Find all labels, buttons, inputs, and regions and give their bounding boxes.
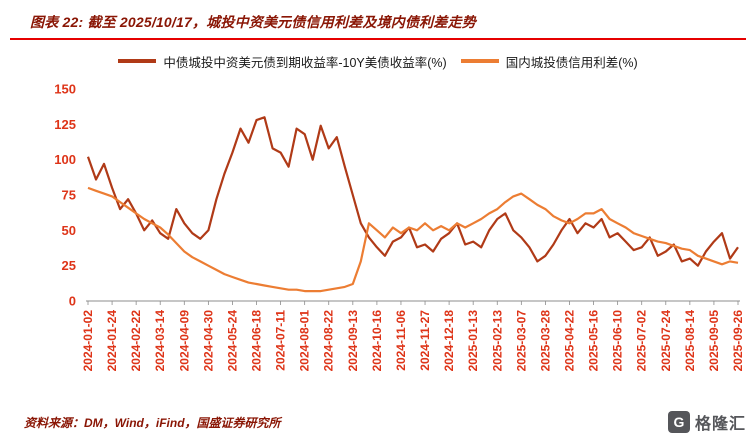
domestic-spread-label: 国内城投债信用利差(%)	[505, 55, 638, 70]
usd-spread-swatch	[118, 59, 157, 63]
x-tick-label: 2025-08-14	[683, 310, 697, 372]
y-tick-label: 125	[54, 117, 76, 132]
x-tick-label: 2025-07-02	[635, 310, 649, 372]
x-tick-label: 2025-04-22	[562, 310, 576, 372]
title-divider	[10, 38, 746, 40]
usd-spread-label: 中债城投中资美元债到期收益率-10Y美债收益率(%)	[163, 55, 447, 70]
y-tick-label: 0	[69, 294, 76, 309]
x-tick-label: 2024-12-18	[442, 310, 456, 372]
usd-bond-spread-line	[86, 116, 739, 267]
x-tick-label: 2024-05-24	[225, 310, 239, 372]
x-tick-label: 2025-06-10	[611, 310, 625, 372]
x-tick-label: 2024-03-14	[153, 310, 167, 372]
x-tick-label: 2024-04-09	[177, 310, 191, 372]
gelonghui-logo: G 格隆汇	[667, 410, 746, 434]
x-tick-label: 2025-09-26	[731, 310, 745, 372]
legend-item-domestic-spread: 国内城投债信用利差(%)	[460, 52, 638, 71]
y-axis-labels: 0 25 50 75 100 125 150	[54, 82, 76, 309]
legend: 中债城投中资美元债到期收益率-10Y美债收益率(%) 国内城投债信用利差(%)	[0, 52, 756, 70]
x-tick-label: 2025-07-24	[659, 310, 673, 372]
y-tick-label: 100	[54, 152, 76, 167]
domestic-spread-swatch	[460, 59, 499, 63]
gelonghui-logo-text: 格隆汇	[694, 416, 746, 433]
x-tick-label: 2025-09-05	[707, 310, 721, 372]
legend-item-usd-spread: 中债城投中资美元债到期收益率-10Y美债收益率(%)	[118, 52, 447, 71]
x-tick-label: 2025-01-13	[466, 310, 480, 372]
x-tick-label: 2024-10-16	[370, 310, 384, 372]
x-tick-label: 2024-11-27	[418, 310, 432, 371]
x-tick-label: 2024-08-22	[322, 310, 336, 372]
x-tick-label: 2024-08-01	[298, 310, 312, 372]
y-tick-label: 75	[62, 188, 76, 203]
page-title: 图表 22: 截至 2025/10/17，城投中资美元债信用利差及境内债利差走势	[30, 14, 476, 30]
x-axis-labels: 2024-01-02 2024-01-24 2024-02-22 2024-03-14…	[81, 310, 745, 372]
x-tick-label: 2025-03-07	[514, 310, 528, 372]
x-tick-label: 2024-01-24	[105, 310, 119, 372]
x-tick-label: 2024-01-02	[81, 310, 95, 372]
x-tick-label: 2024-09-13	[346, 310, 360, 372]
x-tick-label: 2024-04-30	[201, 310, 215, 372]
y-tick-label: 50	[62, 223, 76, 238]
gelonghui-logo-icon: G	[667, 411, 690, 433]
source-note: 资料来源：DM，Wind，iFind，国盛证券研究所	[24, 415, 281, 430]
domestic-spread-line	[87, 186, 739, 293]
y-tick-label: 150	[54, 82, 76, 97]
x-tick-label: 2025-03-28	[538, 310, 552, 372]
chart-header: 图表 22: 截至 2025/10/17，城投中资美元债信用利差及境内债利差走势	[0, 0, 756, 40]
x-tick-label: 2024-11-06	[394, 310, 408, 371]
x-axis-ticks	[87, 301, 739, 305]
x-tick-label: 2024-06-18	[250, 310, 264, 372]
x-tick-label: 2024-07-11	[274, 310, 288, 371]
x-tick-label: 2025-05-16	[587, 310, 601, 372]
y-tick-label: 25	[62, 258, 76, 273]
x-tick-label: 2024-02-22	[129, 310, 143, 372]
x-tick-label: 2025-02-13	[490, 310, 504, 372]
chart-footer: 资料来源：DM，Wind，iFind，国盛证券研究所 G 格隆汇	[0, 410, 756, 434]
